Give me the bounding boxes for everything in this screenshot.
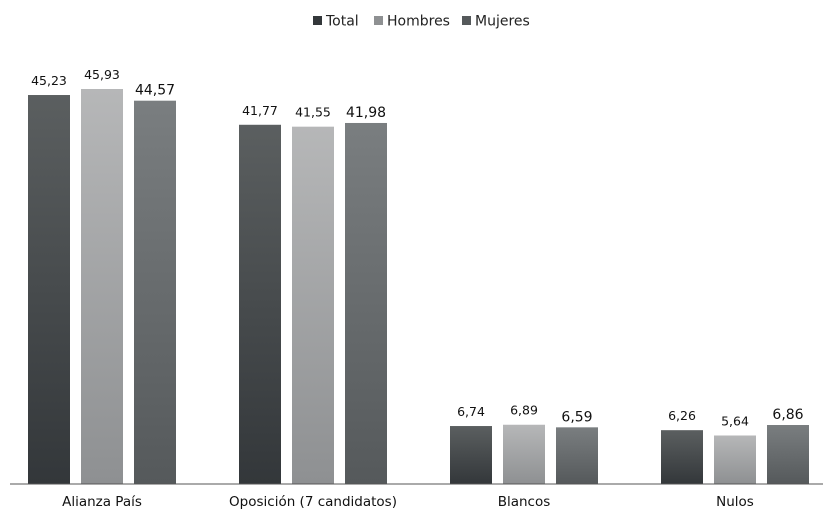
legend-swatch-mujeres <box>462 16 471 25</box>
legend-label-hombres: Hombres <box>387 14 450 30</box>
value-labels: 45,23 45,93 44,57 41,77 41,55 41,98 6,74 6,89 6,… <box>31 67 804 428</box>
category-label-2: Blancos <box>498 494 551 510</box>
legend-label-mujeres: Mujeres <box>475 14 530 30</box>
value-label-total-2: 6,74 <box>457 404 485 419</box>
bars <box>28 89 809 485</box>
value-label-total-3: 6,26 <box>668 408 696 423</box>
legend: Total Hombres Mujeres <box>313 14 530 30</box>
value-label-hombres-3: 5,64 <box>721 413 749 428</box>
bar-total-3 <box>661 430 703 484</box>
value-label-total-1: 41,77 <box>242 103 278 118</box>
value-label-total-0: 45,23 <box>31 73 67 88</box>
bar-mujeres-2 <box>556 427 598 484</box>
value-label-mujeres-0: 44,57 <box>135 83 175 99</box>
value-label-hombres-2: 6,89 <box>510 403 538 418</box>
bar-total-1 <box>239 124 281 484</box>
value-label-mujeres-1: 41,98 <box>346 105 386 121</box>
bar-hombres-1 <box>292 126 334 485</box>
bar-hombres-3 <box>714 435 756 484</box>
category-label-3: Nulos <box>716 494 754 510</box>
bar-mujeres-0 <box>134 100 176 484</box>
value-label-hombres-0: 45,93 <box>84 67 120 82</box>
legend-swatch-total <box>313 16 322 25</box>
value-label-hombres-1: 41,55 <box>295 105 331 120</box>
category-label-1: Oposición (7 candidatos) <box>229 494 397 510</box>
bar-total-0 <box>28 95 70 484</box>
value-label-mujeres-3: 6,86 <box>772 407 803 423</box>
category-labels: Alianza País Oposición (7 candidatos) Blan… <box>62 494 754 510</box>
legend-swatch-hombres <box>374 16 383 25</box>
bar-hombres-0 <box>81 89 123 484</box>
value-label-mujeres-2: 6,59 <box>561 409 592 425</box>
category-label-0: Alianza País <box>62 494 142 510</box>
bar-hombres-2 <box>503 424 545 484</box>
legend-label-total: Total <box>325 14 359 30</box>
bar-total-2 <box>450 426 492 484</box>
bar-mujeres-3 <box>767 425 809 484</box>
bar-mujeres-1 <box>345 122 387 485</box>
